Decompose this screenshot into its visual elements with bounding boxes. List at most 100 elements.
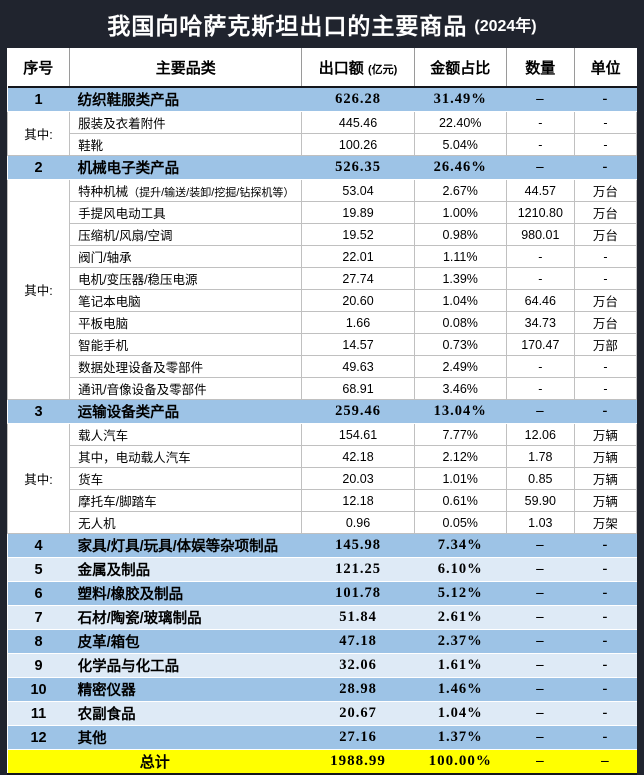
cell-quantity: 34.73 — [505, 311, 575, 334]
cell-quantity: 59.90 — [505, 489, 575, 512]
cell-export-value: 20.67 — [301, 701, 415, 726]
cell-row-number: 8 — [7, 629, 70, 654]
cell-group-label: 其中: — [6, 179, 71, 400]
cell-quantity: 64.46 — [505, 289, 575, 312]
cell-group-label: 其中: — [6, 423, 71, 534]
cell-quantity: - — [505, 377, 575, 400]
cell-share: 5.12% — [414, 581, 507, 606]
cell-export-value: 259.46 — [301, 399, 415, 424]
table-row: 其中，电动载人汽车 42.18 2.12% 1.78 万辆 — [8, 445, 638, 468]
cell-share: 0.98% — [413, 223, 507, 246]
cell-share: 2.37% — [414, 629, 507, 654]
table-row: 鞋靴 100.26 5.04% - - — [8, 133, 638, 156]
cell-export-value: 121.25 — [301, 557, 415, 582]
table-row: 其中: 载人汽车 154.61 7.77% 12.06 万辆 — [6, 423, 638, 534]
table-row: 11 农副食品 20.67 1.04% – - — [7, 701, 637, 726]
cell-share: 31.49% — [414, 86, 507, 112]
cell-category: 数据处理设备及零部件 — [69, 355, 303, 378]
column-header-export-value: 出口额 (亿元) — [301, 48, 415, 88]
table-row: 手提风电动工具 19.89 1.00% 1210.80 万台 — [8, 201, 638, 224]
table-row: 无人机 0.96 0.05% 1.03 万架 — [8, 511, 638, 534]
cell-category-note: （提升/输送/装卸/挖掘/钻探机等） — [128, 187, 295, 199]
cell-share: 0.73% — [413, 333, 507, 356]
cell-category: 农副食品 — [69, 701, 302, 726]
cell-export-value: 53.04 — [301, 179, 415, 202]
table-row: 平板电脑 1.66 0.08% 34.73 万台 — [8, 311, 638, 334]
cell-share: 1.39% — [413, 267, 507, 290]
cell-share: 2.12% — [413, 445, 507, 468]
cell-export-value: 28.98 — [301, 677, 415, 702]
cell-unit: - — [574, 581, 637, 606]
table-row: 智能手机 14.57 0.73% 170.47 万部 — [8, 333, 638, 356]
page-title: 我国向哈萨克斯坦出口的主要商品 — [107, 13, 468, 39]
cell-unit: - — [574, 629, 637, 654]
column-header-unit: 单位 — [574, 48, 637, 88]
cell-unit: - — [574, 605, 637, 630]
cell-share: 3.46% — [413, 377, 507, 400]
cell-row-number: 11 — [7, 701, 70, 726]
cell-unit: - — [574, 155, 637, 180]
cell-share: 7.77% — [413, 423, 507, 446]
column-header-quantity: 数量 — [506, 48, 575, 88]
cell-share: 22.40% — [413, 111, 507, 134]
cell-category: 其他 — [69, 725, 302, 750]
cell-share: 1.00% — [413, 201, 507, 224]
cell-export-value: 14.57 — [301, 333, 415, 356]
cell-unit: 万辆 — [573, 467, 638, 490]
table-row: 其中: 服装及衣着附件 445.46 22.40% - - — [6, 111, 638, 156]
cell-unit: - — [574, 557, 637, 582]
cell-category: 阀门/轴承 — [69, 245, 303, 268]
table-row: 压缩机/风扇/空调 19.52 0.98% 980.01 万台 — [8, 223, 638, 246]
cell-row-number: 2 — [7, 155, 70, 180]
cell-share: 0.05% — [413, 511, 507, 534]
cell-unit: 万台 — [573, 179, 638, 202]
cell-share: 13.04% — [414, 399, 507, 424]
total-share: 100.00% — [414, 749, 507, 773]
cell-share: 2.49% — [413, 355, 507, 378]
table-row: 7 石材/陶瓷/玻璃制品 51.84 2.61% – - — [7, 605, 637, 630]
cell-category: 货车 — [69, 467, 303, 490]
cell-category: 纺织鞋服类产品 — [69, 86, 302, 112]
cell-unit: 万部 — [573, 333, 638, 356]
cell-export-value: 445.46 — [301, 111, 415, 134]
cell-unit: - — [573, 245, 638, 268]
table-row: 12 其他 27.16 1.37% – - — [7, 725, 637, 750]
cell-quantity: – — [506, 533, 575, 558]
cell-unit: - — [574, 701, 637, 726]
cell-export-value: 27.16 — [301, 725, 415, 750]
table-row: 货车 20.03 1.01% 0.85 万辆 — [8, 467, 638, 490]
cell-export-value: 42.18 — [301, 445, 415, 468]
cell-category: 其中，电动载人汽车 — [69, 445, 303, 468]
cell-quantity: – — [506, 725, 575, 750]
cell-row-number: 10 — [7, 677, 70, 702]
cell-quantity: – — [506, 581, 575, 606]
cell-unit: - — [574, 399, 637, 424]
cell-category: 运输设备类产品 — [69, 399, 302, 424]
table-row: 摩托车/脚踏车 12.18 0.61% 59.90 万辆 — [8, 489, 638, 512]
cell-category: 无人机 — [69, 511, 303, 534]
app-window: 我国向哈萨克斯坦出口的主要商品 (2024年) 序号 主要品类 出口额 (亿元)… — [6, 13, 638, 775]
cell-export-value: 27.74 — [301, 267, 415, 290]
cell-share: 5.04% — [413, 133, 507, 156]
cell-unit: - — [574, 677, 637, 702]
cell-quantity: – — [506, 605, 575, 630]
cell-export-value: 32.06 — [301, 653, 415, 678]
export-value-unit-note: (亿元) — [367, 63, 398, 76]
cell-quantity: - — [505, 267, 575, 290]
cell-share: 1.37% — [414, 725, 507, 750]
cell-quantity: 0.85 — [505, 467, 575, 490]
cell-unit: - — [573, 111, 638, 134]
total-export-value: 1988.99 — [301, 749, 415, 773]
cell-category: 通讯/音像设备及零部件 — [69, 377, 303, 400]
table-row: 数据处理设备及零部件 49.63 2.49% - - — [8, 355, 638, 378]
cell-category: 皮革/箱包 — [69, 629, 302, 654]
column-header-share: 金额占比 — [414, 48, 507, 88]
table-row: 10 精密仪器 28.98 1.46% – - — [7, 677, 637, 702]
cell-share: 26.46% — [414, 155, 507, 180]
cell-share: 6.10% — [414, 557, 507, 582]
cell-category: 摩托车/脚踏车 — [69, 489, 303, 512]
cell-quantity: – — [506, 86, 575, 112]
cell-row-number: 1 — [7, 86, 70, 112]
cell-export-value: 49.63 — [301, 355, 415, 378]
cell-row-number: 12 — [7, 725, 70, 750]
